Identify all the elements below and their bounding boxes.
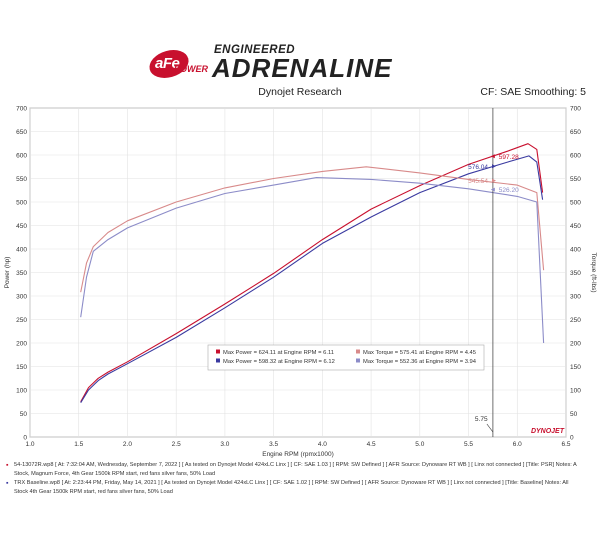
- brand-engineered: ENGINEERED: [214, 44, 296, 56]
- y2-axis-label: Torque (ft-lbs): [590, 252, 597, 292]
- y-tick-label: 250: [16, 317, 27, 324]
- run-notes-text: Stock, Magnum Force, 4th Gear 1500k RPM …: [14, 471, 216, 477]
- y-tick-label: 200: [16, 341, 27, 348]
- legend-swatch: [216, 349, 220, 354]
- y-tick-label: 550: [16, 176, 27, 183]
- y-axis-label: Power (hp): [4, 257, 11, 289]
- x-tick-label: 1.5: [74, 441, 83, 448]
- x-tick-label: 6.5: [561, 441, 570, 448]
- legend-swatch: [356, 358, 360, 363]
- x-axis-label: Engine RPM (rpmx1000): [262, 451, 334, 458]
- y2-tick-label: 200: [570, 341, 581, 348]
- y2-tick-label: 700: [570, 106, 581, 113]
- x-tick-label: 3.5: [269, 441, 278, 448]
- run-details: [ At: 7:32:04 AM, Wednesday, September 7…: [55, 462, 577, 468]
- callout-value: 545.54: [468, 178, 488, 185]
- logo-afe-text: aFe: [155, 55, 180, 72]
- run-marker-icon: ▪: [6, 480, 9, 487]
- series-line-power: [80, 143, 544, 403]
- x-tick-label: 5.0: [415, 441, 424, 448]
- y2-tick-label: 350: [570, 270, 581, 277]
- y2-tick-label: 500: [570, 200, 581, 207]
- run-file: 54-13072R.wp8: [14, 462, 54, 468]
- x-tick-label: 6.0: [513, 441, 522, 448]
- legend-swatch: [356, 349, 360, 354]
- callout-arrow-icon: [491, 178, 496, 183]
- callout-value: 526.20: [499, 187, 519, 194]
- y2-tick-label: 550: [570, 176, 581, 183]
- y-tick-label: 650: [16, 129, 27, 136]
- x-tick-label: 5.5: [464, 441, 473, 448]
- y-tick-label: 300: [16, 294, 27, 301]
- legend-entry: Max Torque = 552.36 at Engine RPM = 3.94: [363, 359, 477, 365]
- afe-power-logo: aFe POWER: [145, 50, 214, 80]
- brand-banner: aFe POWER ENGINEERED ADRENALINE: [145, 44, 450, 86]
- x-tick-label: 4.0: [318, 441, 327, 448]
- chart-subtitle: Dynojet Research: [258, 86, 342, 98]
- legend-entry: Max Power = 598.32 at Engine RPM = 6.12: [223, 359, 335, 365]
- correction-factor-label: CF: SAE Smoothing: 5: [480, 86, 586, 98]
- cursor-arrow-icon: [486, 423, 494, 433]
- legend-entry: Max Power = 624.11 at Engine RPM = 6.11: [223, 350, 334, 356]
- x-tick-label: 2.0: [123, 441, 132, 448]
- x-tick-label: 1.0: [25, 441, 34, 448]
- y2-tick-label: 650: [570, 129, 581, 136]
- y-tick-label: 150: [16, 364, 27, 371]
- y-tick-label: 100: [16, 388, 27, 395]
- y-tick-label: 450: [16, 223, 27, 230]
- x-tick-label: 3.0: [220, 441, 229, 448]
- legend-box: [207, 344, 485, 371]
- callout-arrow-icon: [491, 164, 496, 169]
- run-marker-icon: ▪: [6, 462, 9, 469]
- callout-arrow-icon: [490, 187, 495, 192]
- series-line-torque: [80, 177, 545, 344]
- y-tick-label: 400: [16, 247, 27, 254]
- rpm-cursor-label: 5.75: [475, 416, 488, 423]
- y2-tick-label: 150: [570, 364, 581, 371]
- y-tick-label: 50: [20, 411, 28, 418]
- y-tick-label: 700: [16, 106, 27, 113]
- y2-tick-label: 250: [570, 317, 581, 324]
- run-notes-text: Stock 4th Gear 1500k RPM start, red fans…: [14, 489, 173, 495]
- callout-value: 597.28: [499, 154, 519, 161]
- y2-tick-label: 50: [570, 411, 578, 418]
- y-tick-label: 350: [16, 270, 27, 277]
- legend-swatch: [216, 358, 220, 363]
- x-tick-label: 4.5: [367, 441, 376, 448]
- y-tick-label: 0: [23, 435, 27, 442]
- dynojet-watermark: DYNOJET: [531, 428, 565, 435]
- run-file: TRX Baseline.wp8: [14, 480, 61, 486]
- legend-entry: Max Torque = 575.41 at Engine RPM = 4.45: [363, 350, 476, 356]
- callout-value: 576.04: [468, 164, 488, 171]
- y2-tick-label: 300: [570, 294, 581, 301]
- brand-adrenaline: ADRENALINE: [212, 53, 393, 83]
- run-entry: ▪ 54-13072R.wp8 [ At: 7:32:04 AM, Wednes…: [4, 461, 596, 479]
- y-tick-label: 500: [16, 200, 27, 207]
- run-entry: ▪ TRX Baseline.wp8 [ At: 2:23:44 PM, Fri…: [4, 479, 596, 497]
- run-details: [ At: 2:23:44 PM, Friday, May 14, 2021 ]…: [61, 480, 569, 486]
- series-line-torque: [80, 166, 545, 293]
- callout-arrow-icon: [490, 154, 495, 159]
- y2-tick-label: 450: [570, 223, 581, 230]
- x-tick-label: 2.5: [172, 441, 181, 448]
- series-line-power: [80, 155, 544, 403]
- run-notes: ▪ 54-13072R.wp8 [ At: 7:32:04 AM, Wednes…: [4, 461, 596, 497]
- y-tick-label: 600: [16, 153, 27, 160]
- y2-tick-label: 600: [570, 153, 581, 160]
- logo-power-text: POWER: [174, 64, 209, 74]
- y2-tick-label: 100: [570, 388, 581, 395]
- y2-tick-label: 400: [570, 247, 581, 254]
- y2-tick-label: 0: [570, 435, 574, 442]
- dyno-chart: 0 0 50 50 100 100 150 150 200 200 250 250 300 300 350 3…: [4, 106, 597, 459]
